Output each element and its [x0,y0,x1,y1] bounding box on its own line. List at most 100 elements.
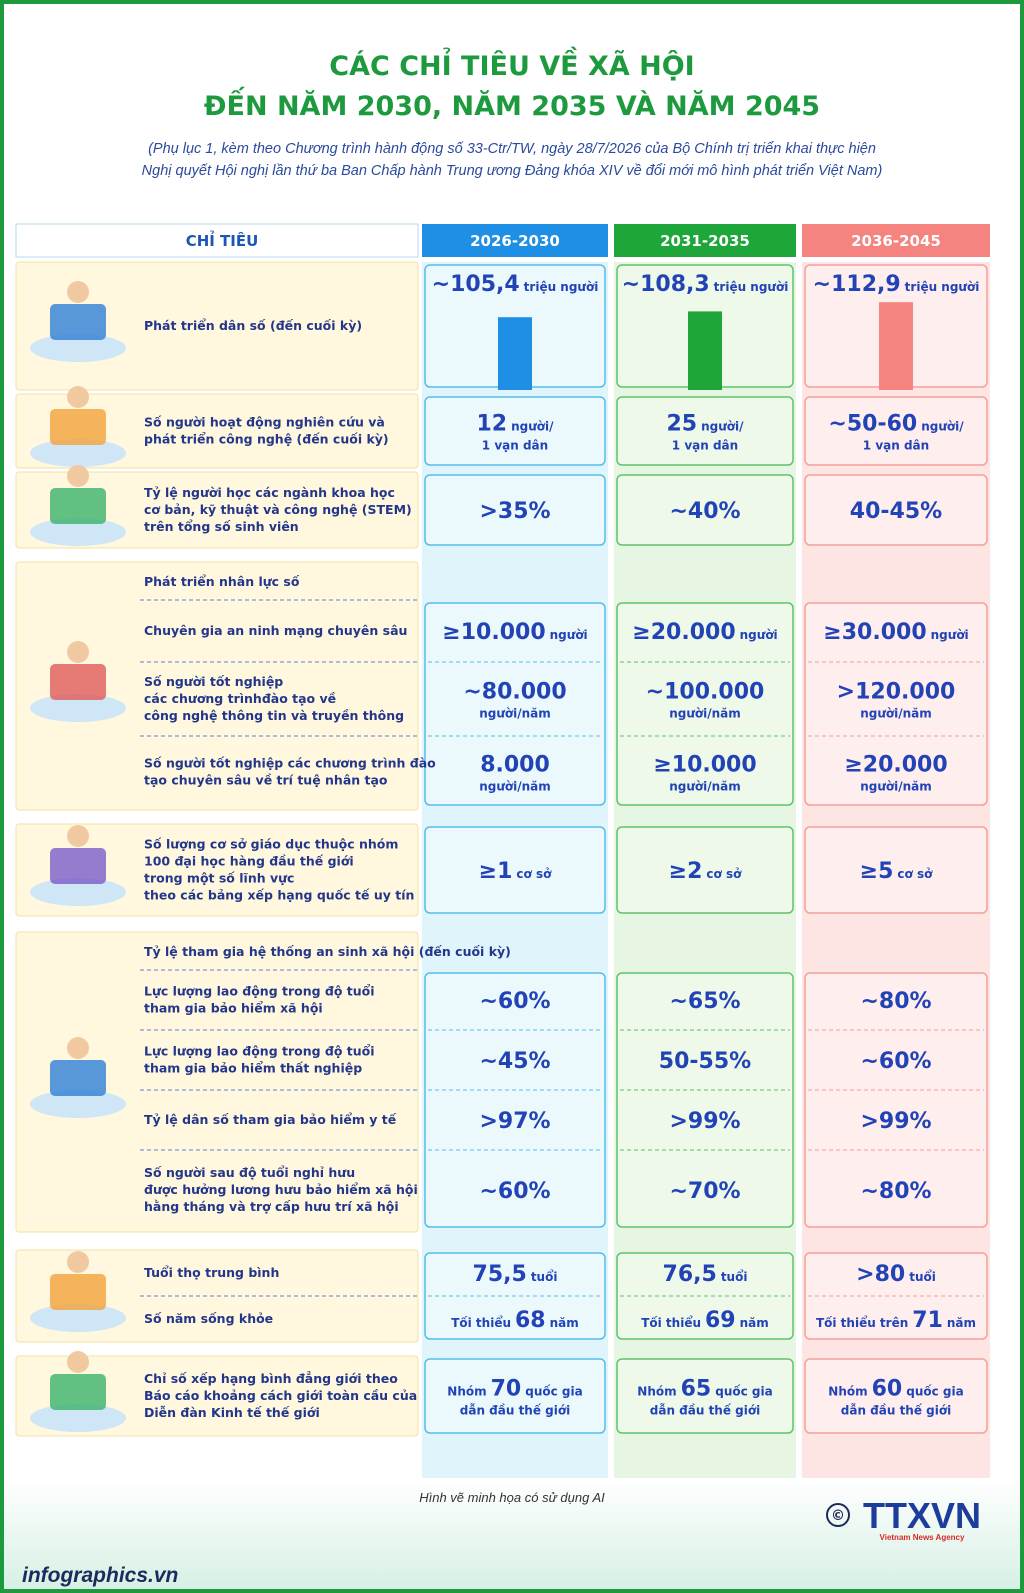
cell-value: ~50-60 người/ [828,412,964,437]
row-label: Tuổi thọ trung bình [144,1265,279,1280]
value-number: ≥2 [669,859,703,884]
value-number: 68 [515,1308,546,1333]
value-number: ≥20.000 [844,753,947,778]
value-box [804,1358,988,1434]
row-label: Số năm sống khỏe [144,1311,273,1326]
illustration [50,664,106,700]
value-box [616,396,794,466]
cell-value: dẫn đầu thế giới [460,1404,570,1418]
value-number: ~60% [479,1179,550,1204]
cell-value: ~108,3 triệu người [622,272,789,297]
section-heading: Phát triển nhân lực số [144,574,300,589]
illustration-base [30,694,126,722]
value-number: 75,5 [473,1262,527,1287]
value-unit: quốc gia [906,1385,963,1399]
value-unit: người/năm [669,707,741,721]
cell-value: ≥20.000 [844,753,947,778]
cell-value: >99% [860,1109,931,1134]
value-number: ≥1 [479,859,513,884]
row-label: Số người hoạt động nghiên cứu và [144,415,385,430]
value-number: ~40% [669,499,740,524]
cell-value: người/năm [860,707,932,721]
cell-value: ~105,4 triệu người [432,272,599,297]
illustration [50,488,106,524]
illustration [50,1374,106,1410]
agency-logo: TTXVN [863,1495,981,1536]
value-unit: người/năm [479,780,551,794]
value-number: >99% [860,1109,931,1134]
title: ĐẾN NĂM 2030, NĂM 2035 VÀ NĂM 2045 [204,87,820,122]
value-box [804,972,988,1228]
column-header: 2031-2035 [660,232,750,250]
value-unit: 1 vạn dân [672,439,738,453]
value-box [424,602,606,806]
cell-value: Nhóm 70 quốc gia [447,1377,582,1402]
cell-value: >120.000 [837,680,956,705]
row-label: Chuyên gia an ninh mạng chuyên sâu [144,623,407,638]
value-number: 8.000 [480,753,550,778]
cell-value: ~60% [479,1179,550,1204]
value-box [804,826,988,914]
illustration [50,1060,106,1096]
illustration [67,281,89,303]
value-unit: cơ sở [897,867,933,881]
value-unit: năm [550,1316,579,1330]
value-number: ≥30.000 [823,620,926,645]
value-unit: người/năm [479,707,551,721]
agency-name: Vietnam News Agency [880,1533,965,1542]
cell-value: 25 người/ [666,412,744,437]
value-number: ≥10.000 [653,753,756,778]
row-label: 100 đại học hàng đầu thế giới [144,854,354,869]
illustration-base [30,878,126,906]
value-box [616,972,794,1228]
footer-band [4,1478,1020,1589]
illustration [67,1251,89,1273]
value-box [616,602,794,806]
illustration [50,848,106,884]
value-number: ≥5 [860,859,894,884]
value-box [424,972,606,1228]
value-box [804,396,988,466]
row-label: Báo cáo khoảng cách giới toàn cầu của [144,1388,417,1403]
value-number: 65 [681,1377,712,1402]
value-number: ~70% [669,1179,740,1204]
value-box [616,826,794,914]
value-unit: người [931,628,969,642]
illustration [67,465,89,487]
cell-value: 8.000 [480,753,550,778]
value-number: ~105,4 [432,272,520,297]
population-bar [879,302,913,390]
value-unit: Tối thiểu trên [816,1315,908,1330]
illustration [50,1274,106,1310]
value-unit: năm [947,1316,976,1330]
cell-value: >80 tuổi [856,1262,936,1287]
cell-value: ~70% [669,1179,740,1204]
value-box [424,396,606,466]
copyright-ring [826,1503,850,1527]
row-label: Diễn đàn Kinh tế thế giới [144,1405,320,1420]
row-label: tham gia bảo hiểm thất nghiệp [144,1061,362,1076]
cell-value: ≥1 cơ sở [479,859,552,884]
cell-value: ~80% [860,989,931,1014]
value-unit: Tối thiểu [641,1315,701,1330]
value-number: ~45% [479,1049,550,1074]
site-name: infographics.vn [22,1564,178,1587]
cell-value: 1 vạn dân [863,439,929,453]
value-number: >35% [479,499,550,524]
row-label: Số người tốt nghiệp [144,674,283,689]
value-number: 76,5 [663,1262,717,1287]
value-unit: cơ sở [516,867,552,881]
cell-value: người/năm [479,707,551,721]
row-label: hằng tháng và trợ cấp hưu trí xã hội [144,1199,399,1214]
value-unit: người/ [511,420,554,434]
value-number: >80 [856,1262,905,1287]
copyright: © [831,1508,845,1524]
header-cell [614,224,796,257]
row-label: Tỷ lệ người học các ngành khoa học [144,485,395,500]
cell-value: 76,5 tuổi [663,1262,748,1287]
row-label: Số lượng cơ sở giáo dục thuộc nhóm [144,837,398,852]
value-unit: người/ [921,420,964,434]
label-panel [15,261,419,391]
